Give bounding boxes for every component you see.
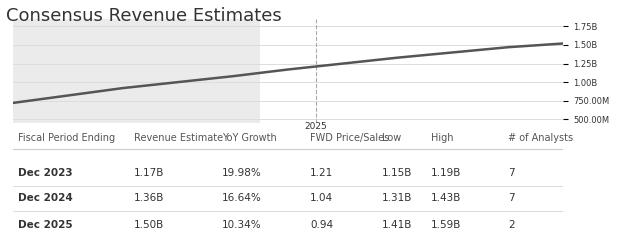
Text: 1.50B: 1.50B [134, 220, 164, 230]
Text: Low: Low [381, 133, 401, 143]
Text: 1.31B: 1.31B [381, 193, 412, 203]
Text: 2: 2 [508, 220, 515, 230]
Text: 1.41B: 1.41B [381, 220, 412, 230]
Text: Consensus Revenue Estimates: Consensus Revenue Estimates [6, 7, 282, 25]
Text: 1.36B: 1.36B [134, 193, 164, 203]
Text: Dec 2025: Dec 2025 [19, 220, 73, 230]
Text: 1.59B: 1.59B [431, 220, 461, 230]
Text: 7: 7 [508, 168, 515, 178]
Text: 1.15B: 1.15B [381, 168, 412, 178]
Text: 1.17B: 1.17B [134, 168, 164, 178]
Text: Fiscal Period Ending: Fiscal Period Ending [19, 133, 115, 143]
Text: 1.43B: 1.43B [431, 193, 461, 203]
Text: 19.98%: 19.98% [222, 168, 262, 178]
Text: 0.94: 0.94 [310, 220, 333, 230]
Text: FWD Price/Sales: FWD Price/Sales [310, 133, 389, 143]
Text: 1.21: 1.21 [310, 168, 333, 178]
Text: Revenue Estimate: Revenue Estimate [134, 133, 223, 143]
Bar [13, 19, 260, 123]
Text: 7: 7 [508, 193, 515, 203]
Text: 2025: 2025 [304, 122, 327, 131]
Text: 16.64%: 16.64% [222, 193, 262, 203]
Text: High: High [431, 133, 454, 143]
Text: 10.34%: 10.34% [222, 220, 262, 230]
Text: Dec 2024: Dec 2024 [19, 193, 73, 203]
Text: YoY Growth: YoY Growth [222, 133, 276, 143]
Text: # of Analysts: # of Analysts [508, 133, 573, 143]
Text: 1.04: 1.04 [310, 193, 333, 203]
Text: 1.19B: 1.19B [431, 168, 461, 178]
Text: Dec 2023: Dec 2023 [19, 168, 73, 178]
